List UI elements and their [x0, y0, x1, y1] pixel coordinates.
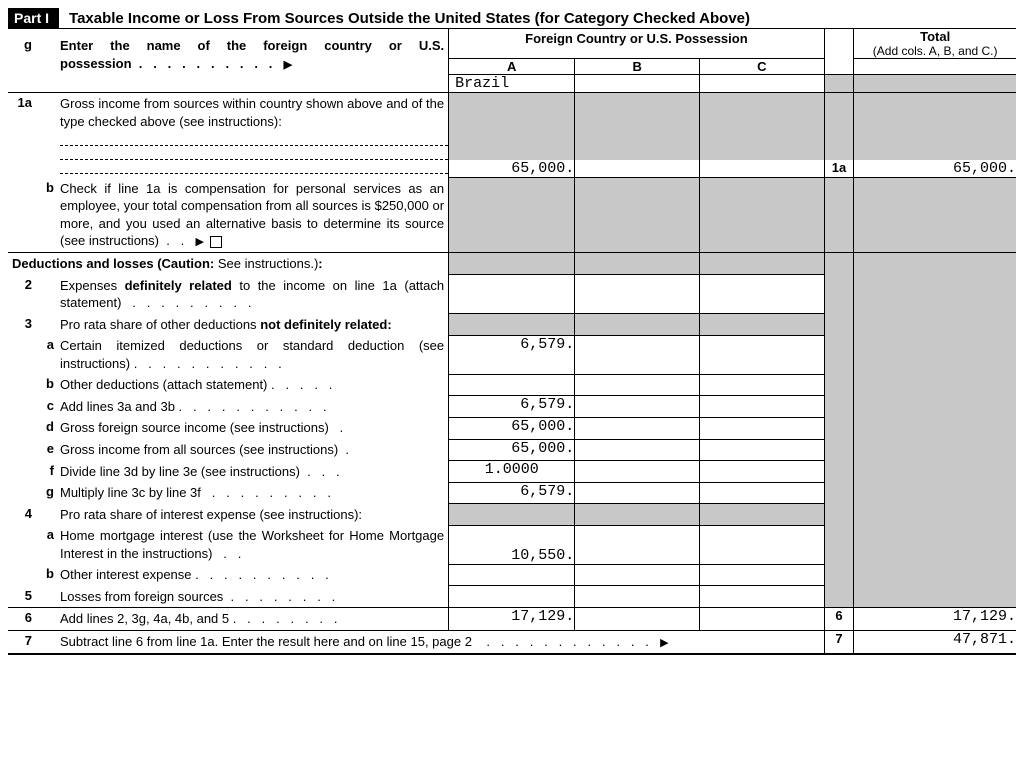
lnum-6: 6: [824, 608, 854, 631]
line-3-num: 3: [8, 314, 38, 336]
col-c-header: C: [700, 59, 825, 75]
row-1a-desc: 1a Gross income from sources within coun…: [8, 93, 1016, 161]
row-7: 7Subtract line 6 from line 1a. Enter the…: [8, 630, 1016, 653]
line-1a-num: 1a: [8, 93, 38, 132]
row-6: 6 Add lines 2, 3g, 4a, 4b, and 5 . . . . …: [8, 608, 1016, 631]
row-3c: cAdd lines 3a and 3b . . . . . . . . . .…: [8, 396, 1016, 418]
line-2-desc: Expenses definitely related to the incom…: [60, 275, 448, 314]
row-3g: gMultiply line 3c by line 3f . . . . . .…: [8, 482, 1016, 504]
lnum-7: 7: [824, 630, 854, 653]
line-7-desc: Subtract line 6 from line 1a. Enter the …: [60, 631, 824, 653]
val-6-a: 17,129.: [449, 608, 575, 631]
line-6-desc: Add lines 2, 3g, 4a, 4b, and 5 . . . . .…: [60, 608, 448, 630]
line-3d-num: d: [38, 417, 60, 439]
part-header: Part I Taxable Income or Loss From Sourc…: [8, 8, 1016, 29]
line-7-num: 7: [8, 631, 38, 653]
line-4a-num: a: [38, 525, 60, 564]
row-1b: b Check if line 1a is compensation for p…: [8, 178, 1016, 253]
line-3b-num: b: [38, 374, 60, 396]
val-3a-a: 6,579.: [449, 335, 575, 374]
foreign-header: Foreign Country or U.S. Possession: [449, 29, 825, 59]
val-3g-a: 6,579.: [449, 482, 575, 504]
line-3c-num: c: [38, 396, 60, 418]
line-g-desc: Enter the name of the foreign country or…: [60, 35, 448, 74]
deductions-header: Deductions and losses (Caution: See inst…: [8, 253, 448, 275]
val-3e-a: 65,000.: [449, 439, 575, 461]
line-4a-desc: Home mortgage interest (use the Workshee…: [60, 525, 448, 564]
row-deductions-header: Deductions and losses (Caution: See inst…: [8, 253, 1016, 275]
row-4b: bOther interest expense . . . . . . . . …: [8, 564, 1016, 586]
val-4a-a: 10,550.: [449, 525, 575, 564]
line-1b-desc: Check if line 1a is compensation for per…: [60, 178, 448, 252]
line-3-desc: Pro rata share of other deductions not d…: [60, 314, 448, 336]
line-3f-num: f: [38, 461, 60, 483]
line-4-num: 4: [8, 504, 38, 526]
row-5: 5 Losses from foreign sources . . . . . .…: [8, 586, 1016, 608]
row-3b: bOther deductions (attach statement) . .…: [8, 374, 1016, 396]
row-3d: dGross foreign source income (see instru…: [8, 417, 1016, 439]
line-4-desc: Pro rata share of interest expense (see …: [60, 504, 448, 526]
line-5-num: 5: [8, 586, 38, 608]
line-3g-num: g: [38, 482, 60, 504]
line-3a-num: a: [38, 335, 60, 374]
val-3f-a: 1.0000: [449, 461, 575, 483]
line-3g-desc: Multiply line 3c by line 3f . . . . . . …: [60, 482, 448, 504]
row-3f: fDivide line 3d by line 3e (see instruct…: [8, 461, 1016, 483]
total-1a: 65,000.: [854, 160, 1016, 178]
line-g-num: g: [8, 35, 38, 74]
total-6: 17,129.: [854, 608, 1016, 631]
line-4b-desc: Other interest expense . . . . . . . . .…: [60, 564, 448, 586]
row-3e: eGross income from all sources (see inst…: [8, 439, 1016, 461]
header-row-1: g Enter the name of the foreign country …: [8, 29, 1016, 59]
val-3c-a: 6,579.: [449, 396, 575, 418]
row-4: 4 Pro rata share of interest expense (see…: [8, 504, 1016, 526]
val-1a-a: 65,000.: [449, 160, 575, 178]
total-7: 47,871.: [854, 630, 1016, 653]
row-g-value: Brazil: [8, 75, 1016, 93]
line-1b-num: b: [38, 178, 60, 252]
col-a-header: A: [449, 59, 575, 75]
row-1a-value: 65,000. 1a 65,000.: [8, 160, 1016, 178]
form-table: g Enter the name of the foreign country …: [8, 29, 1016, 655]
line-3f-desc: Divide line 3d by line 3e (see instructi…: [60, 461, 448, 483]
line-3c-desc: Add lines 3a and 3b . . . . . . . . . . …: [60, 396, 448, 418]
line-3d-desc: Gross foreign source income (see instruc…: [60, 417, 448, 439]
col-b-header: B: [575, 59, 700, 75]
part-title: Taxable Income or Loss From Sources Outs…: [69, 10, 750, 27]
row-3: 3 Pro rata share of other deductions not…: [8, 314, 1016, 336]
val-g-a: Brazil: [449, 75, 575, 93]
line-1a-desc: Gross income from sources within country…: [60, 93, 448, 132]
lnum-1a: 1a: [824, 160, 854, 178]
row-2: 2 Expenses definitely related to the inc…: [8, 275, 1016, 314]
part-badge: Part I: [8, 8, 59, 28]
row-4a: aHome mortgage interest (use the Workshe…: [8, 525, 1016, 564]
line-3e-num: e: [38, 439, 60, 461]
val-3d-a: 65,000.: [449, 417, 575, 439]
line-6-num: 6: [8, 608, 38, 630]
line-3a-desc: Certain itemized deductions or standard …: [60, 335, 448, 374]
total-header: Total (Add cols. A, B, and C.): [854, 29, 1016, 59]
line-5-desc: Losses from foreign sources . . . . . . …: [60, 586, 448, 608]
line-3b-desc: Other deductions (attach statement) . . …: [60, 374, 448, 396]
line-2-num: 2: [8, 275, 38, 314]
line-4b-num: b: [38, 564, 60, 586]
row-3a: a Certain itemized deductions or standar…: [8, 335, 1016, 374]
checkbox-1b[interactable]: [210, 236, 222, 248]
line-3e-desc: Gross income from all sources (see instr…: [60, 439, 448, 461]
